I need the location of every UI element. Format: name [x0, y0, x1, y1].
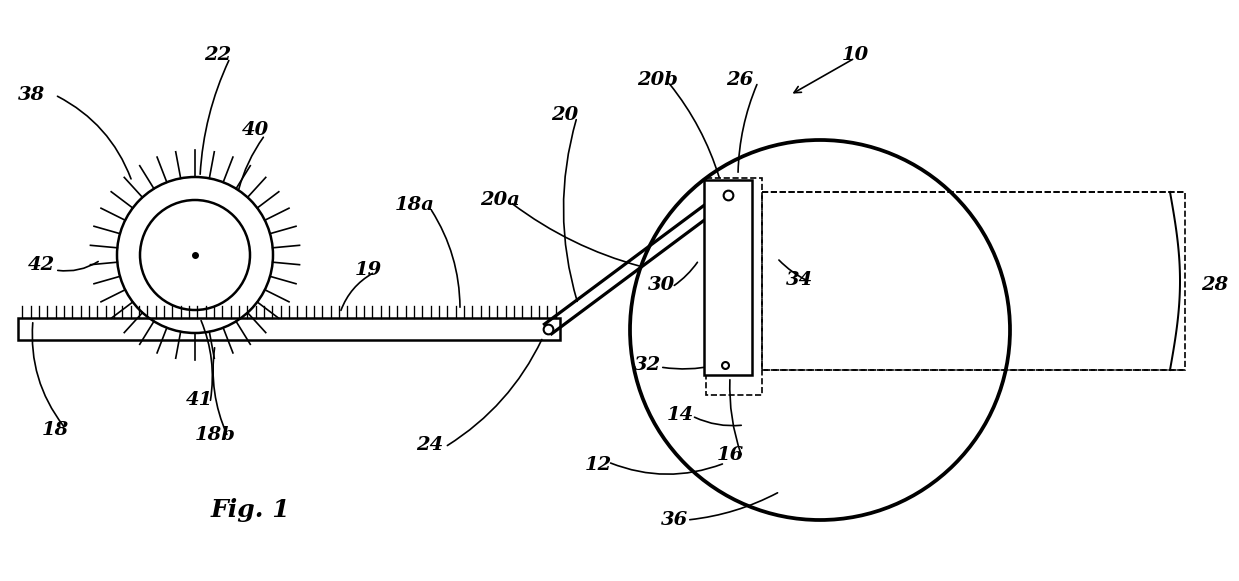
Text: 20a: 20a	[479, 191, 520, 209]
Bar	[762, 192, 1184, 370]
Text: 18: 18	[41, 421, 68, 439]
Text: 40: 40	[242, 121, 269, 139]
Text: 16: 16	[716, 446, 743, 464]
Text: 24: 24	[416, 436, 444, 454]
Text: 12: 12	[585, 456, 612, 474]
Text: 19: 19	[354, 261, 382, 279]
Text: 22: 22	[204, 46, 232, 64]
Text: 36: 36	[662, 511, 689, 529]
Text: 41: 41	[186, 391, 213, 409]
Text: 32: 32	[634, 356, 662, 374]
Text: 42: 42	[28, 256, 56, 274]
Bar	[704, 180, 752, 375]
Bar	[19, 318, 560, 340]
Bar	[706, 178, 762, 395]
Text: 20b: 20b	[638, 71, 679, 89]
Text: 34: 34	[787, 271, 814, 289]
Text: 18b: 18b	[195, 426, 235, 444]
Text: 26: 26	[726, 71, 753, 89]
Text: 10: 10	[841, 46, 869, 64]
Text: 38: 38	[19, 86, 46, 104]
Text: 18a: 18a	[395, 196, 435, 214]
Text: Fig. 1: Fig. 1	[211, 498, 290, 522]
Text: 28: 28	[1202, 276, 1229, 294]
Text: 14: 14	[667, 406, 694, 424]
Text: 30: 30	[648, 276, 675, 294]
Text: 20: 20	[551, 106, 579, 124]
